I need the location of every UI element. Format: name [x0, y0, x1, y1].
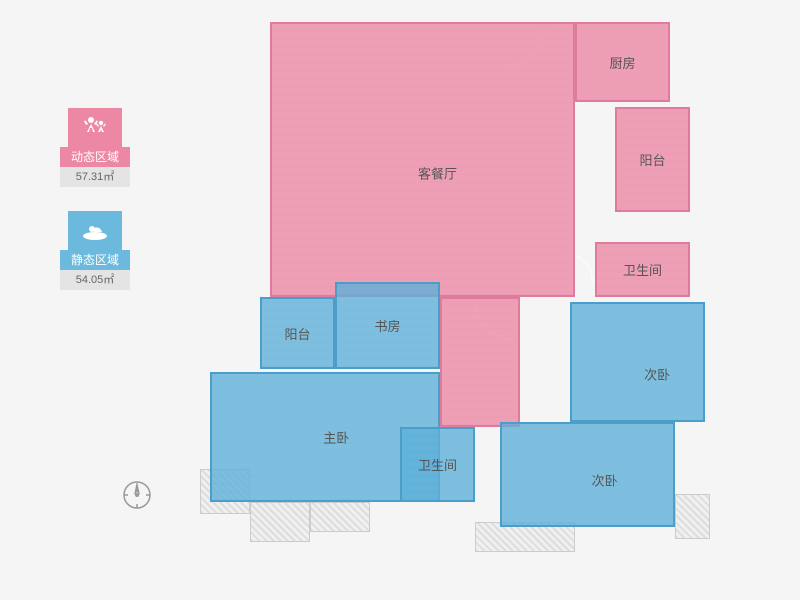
room-label: 阳台	[284, 324, 310, 343]
room-label: 次卧	[592, 470, 618, 489]
legend-dynamic-label: 动态区域	[60, 147, 130, 167]
room-kitchen: 厨房	[575, 22, 670, 102]
wall-hatch	[250, 502, 310, 542]
legend-dynamic: 动态区域 57.31㎡	[60, 108, 130, 187]
static-zone-icon	[68, 211, 122, 251]
legend-static-label: 静态区域	[60, 250, 130, 270]
legend-dynamic-area: 57.31㎡	[60, 167, 130, 187]
room-label: 主卧	[323, 428, 349, 447]
room-label: 厨房	[609, 53, 635, 72]
room-label: 卫生间	[623, 260, 662, 279]
room-study: 书房	[335, 282, 440, 369]
room-living: 客餐厅	[270, 22, 575, 297]
room-bed2a: 次卧	[570, 302, 705, 422]
legend-static-area: 54.05㎡	[60, 270, 130, 290]
wall-hatch	[310, 502, 370, 532]
room-bath2: 卫生间	[400, 427, 475, 502]
room-label: 卫生间	[418, 455, 457, 474]
floorplan-canvas: 客餐厅厨房阳台卫生间阳台书房次卧主卧卫生间次卧	[175, 12, 755, 587]
room-label: 次卧	[644, 364, 670, 383]
legend-static: 静态区域 54.05㎡	[60, 211, 130, 290]
room-balcony2: 阳台	[260, 297, 335, 369]
legend-panel: 动态区域 57.31㎡ 静态区域 54.05㎡	[60, 108, 130, 314]
room-label: 书房	[374, 316, 400, 335]
room-label: 阳台	[639, 150, 665, 169]
room-label: 客餐厅	[418, 164, 457, 183]
wall-hatch	[675, 494, 710, 539]
room-balcony1: 阳台	[615, 107, 690, 212]
room-bath1: 卫生间	[595, 242, 690, 297]
compass-icon	[120, 478, 154, 512]
room-hall	[440, 297, 520, 427]
dynamic-zone-icon	[68, 108, 122, 148]
room-bed2b: 次卧	[500, 422, 675, 527]
